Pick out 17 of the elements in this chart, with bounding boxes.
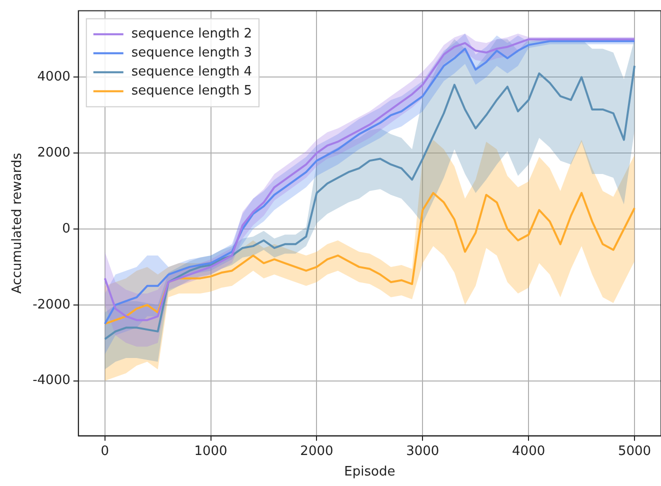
- legend-label: sequence length 2: [131, 26, 252, 42]
- x-tick-label: 2000: [300, 444, 334, 459]
- x-tick-label: 5000: [618, 444, 652, 459]
- y-tick-label: -2000: [32, 297, 70, 312]
- legend-label: sequence length 3: [131, 46, 252, 61]
- x-tick-label: 3000: [406, 444, 440, 459]
- x-tick-label: 1000: [194, 444, 228, 459]
- x-tick-label: 0: [100, 444, 109, 459]
- x-tick-label: 4000: [512, 444, 546, 459]
- y-tick-label: 4000: [37, 70, 70, 85]
- y-tick-label: 0: [62, 221, 70, 236]
- x-axis-title: Episode: [344, 464, 396, 480]
- y-axis-title: Accumulated rewards: [10, 152, 26, 294]
- y-tick-label: -4000: [32, 373, 70, 388]
- legend-label: sequence length 4: [131, 64, 252, 80]
- y-tick-label: 2000: [37, 145, 70, 160]
- legend-label: sequence length 5: [131, 84, 252, 99]
